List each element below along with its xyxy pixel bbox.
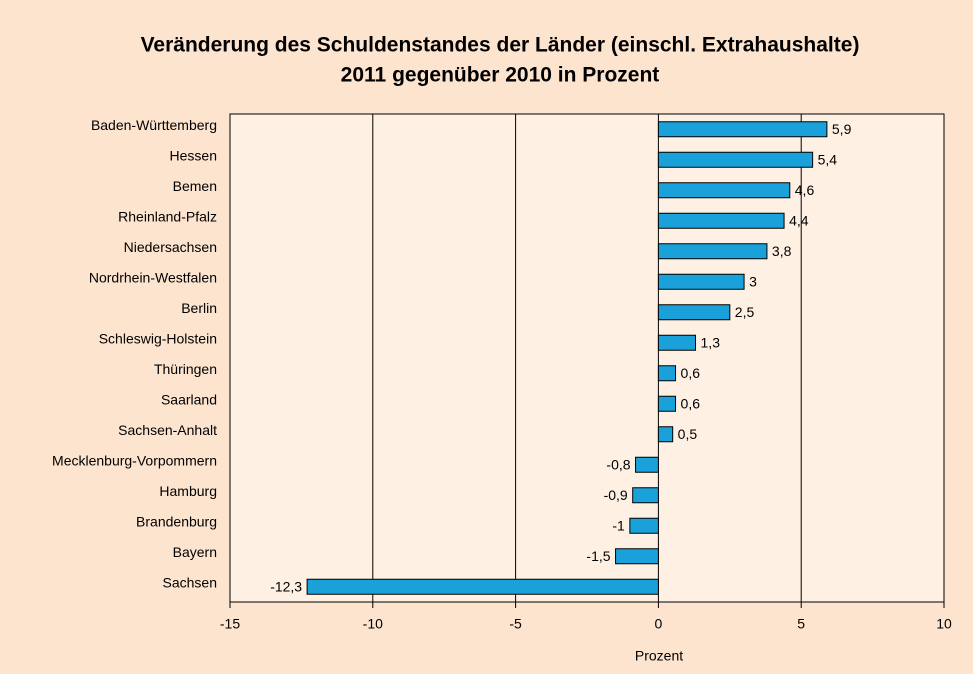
- value-label: 5,9: [832, 121, 852, 137]
- value-label: 5,4: [818, 151, 838, 167]
- value-label: 3,8: [772, 243, 792, 259]
- y-tick-label: Bemen: [173, 178, 217, 194]
- value-label: -1,5: [586, 548, 610, 564]
- y-tick-label: Nordrhein-Westfalen: [89, 269, 217, 285]
- y-tick-label: Mecklenburg-Vorpommern: [52, 452, 217, 468]
- y-tick-label: Thüringen: [154, 361, 217, 377]
- bar: [657, 365, 677, 382]
- bar: [657, 151, 814, 168]
- value-label: 0,5: [678, 426, 698, 442]
- bar: [657, 182, 791, 199]
- x-axis-label: Prozent: [635, 648, 683, 664]
- x-tick-label: 5: [797, 616, 805, 632]
- x-tick-label: -5: [509, 616, 522, 632]
- plot-area: [229, 113, 945, 603]
- y-tick-label: Baden-Württemberg: [91, 117, 217, 133]
- value-label: -12,3: [270, 578, 302, 594]
- bar: [615, 548, 659, 565]
- x-tick-label: -15: [220, 616, 240, 632]
- bar: [657, 304, 731, 321]
- value-label: -1: [612, 517, 625, 533]
- x-tick-label: -10: [363, 616, 383, 632]
- value-label: -0,8: [606, 456, 630, 472]
- chart-title: Veränderung des Schuldenstandes der Länd…: [141, 34, 860, 57]
- bar: [657, 212, 785, 229]
- value-label: -0,9: [604, 487, 628, 503]
- bar: [657, 334, 697, 351]
- x-tick-label: 10: [936, 616, 952, 632]
- y-tick-label: Brandenburg: [136, 513, 217, 529]
- bar: [635, 456, 659, 473]
- value-label: 0,6: [681, 365, 701, 381]
- value-label: 0,6: [681, 395, 701, 411]
- bar: [657, 395, 677, 412]
- y-tick-label: Hamburg: [159, 483, 217, 499]
- bar: [306, 578, 659, 595]
- y-tick-label: Rheinland-Pfalz: [118, 208, 217, 224]
- x-tick-label: 0: [655, 616, 663, 632]
- bar: [629, 517, 659, 534]
- value-label: 4,4: [789, 212, 809, 228]
- y-tick-label: Schleswig-Holstein: [99, 330, 217, 346]
- value-label: 3: [749, 273, 757, 289]
- value-label: 4,6: [795, 182, 815, 198]
- y-tick-label: Bayern: [173, 544, 217, 560]
- y-tick-label: Berlin: [181, 300, 217, 316]
- bar: [657, 243, 768, 260]
- y-tick-label: Sachsen: [163, 574, 217, 590]
- bar: [657, 121, 828, 138]
- y-tick-label: Niedersachsen: [124, 239, 217, 255]
- y-tick-label: Saarland: [161, 391, 217, 407]
- bar: [632, 487, 659, 504]
- bar: [657, 273, 745, 290]
- y-tick-label: Sachsen-Anhalt: [118, 422, 217, 438]
- value-label: 1,3: [701, 334, 721, 350]
- y-tick-label: Hessen: [170, 147, 217, 163]
- chart-title: 2011 gegenüber 2010 in Prozent: [341, 64, 660, 87]
- value-label: 2,5: [735, 304, 755, 320]
- bar: [657, 426, 674, 443]
